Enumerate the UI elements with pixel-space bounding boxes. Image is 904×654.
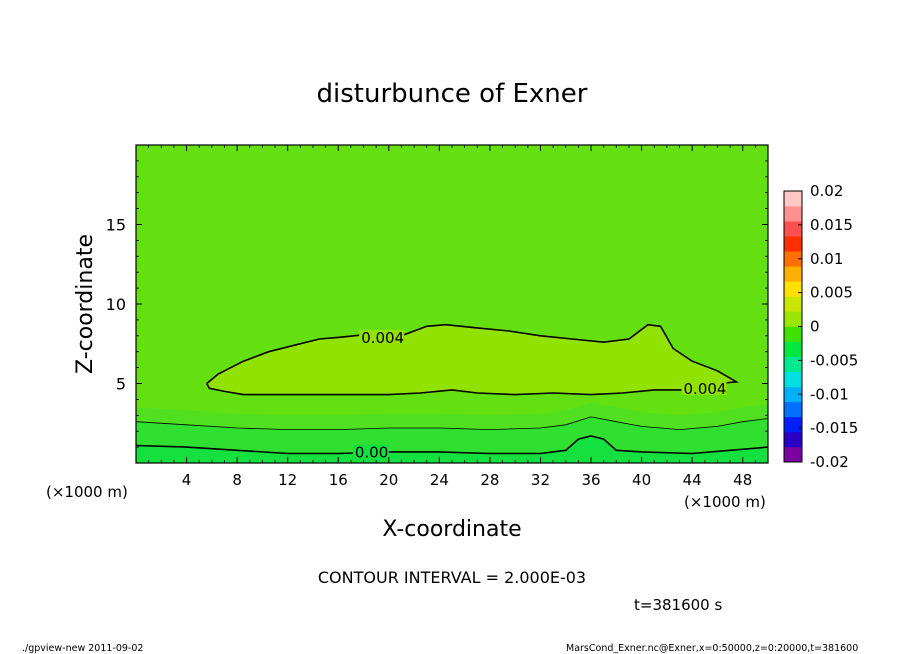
colorbar-swatch xyxy=(784,221,802,237)
colorbar-tick-label: -0.01 xyxy=(810,385,849,403)
y-tick-label: 10 xyxy=(106,295,126,314)
colorbar-tick-label: -0.02 xyxy=(810,453,849,471)
x-unit-label-left: (×1000 m) xyxy=(46,483,128,501)
contour-label: 0.00 xyxy=(355,443,388,461)
colorbar-swatch xyxy=(784,296,802,312)
colorbar-tick-label: 0 xyxy=(810,318,820,336)
colorbar-swatch xyxy=(784,341,802,357)
colorbar-swatch xyxy=(784,281,802,297)
plot-area: 0.004 0.004 0.00 xyxy=(135,144,769,464)
colorbar-swatch xyxy=(784,386,802,403)
x-tick-label: 48 xyxy=(733,471,752,489)
contour-label-bg xyxy=(359,329,405,344)
field-band-low-3 xyxy=(136,436,768,463)
footer-left: ./gpview-new 2011-09-02 xyxy=(22,643,143,654)
x-tick-label: 40 xyxy=(632,471,651,489)
colorbar-swatch xyxy=(784,191,802,207)
colorbar-swatch xyxy=(784,266,802,282)
footer-right: MarsCond_Exner.nc@Exner,x=0:50000,z=0:20… xyxy=(566,643,858,654)
y-tick-label: 15 xyxy=(106,216,126,235)
x-tick-label: 8 xyxy=(232,471,242,489)
x-tick-label: 4 xyxy=(182,471,192,489)
colorbar-swatch xyxy=(784,326,802,342)
x-tick-label: 28 xyxy=(480,471,499,489)
x-tick-label: 12 xyxy=(278,471,297,489)
y-axis-label: Z-coordinate xyxy=(73,234,98,374)
colorbar-swatch xyxy=(784,251,802,267)
x-axis-label: X-coordinate xyxy=(382,517,521,542)
contour-line-2 xyxy=(135,435,769,455)
x-axis-ticks: 4 8 12 16 20 24 28 32 36 40 44 48 xyxy=(148,145,756,489)
field-background xyxy=(136,145,768,463)
contour-label-bg xyxy=(681,380,727,395)
colorbar xyxy=(783,190,803,463)
time-label: t=381600 s xyxy=(634,596,722,614)
contour-label: 0.004 xyxy=(684,380,727,398)
x-tick-label: 24 xyxy=(430,471,449,489)
colorbar-tick-label: -0.015 xyxy=(810,419,858,437)
contour-interval-note: CONTOUR INTERVAL = 2.000E-03 xyxy=(318,568,586,587)
colorbar-swatch xyxy=(784,416,802,433)
y-tick-label: 5 xyxy=(116,375,126,394)
y-axis-ticks: 5 10 15 xyxy=(106,160,768,448)
x-unit-label-right: (×1000 m) xyxy=(684,493,766,511)
x-tick-label: 16 xyxy=(329,471,348,489)
colorbar-tick-label: -0.005 xyxy=(810,351,858,369)
chart-title: disturbunce of Exner xyxy=(317,79,588,109)
colorbar-tick-label: 0.005 xyxy=(810,284,853,302)
colorbar-tick-label: 0.01 xyxy=(810,250,843,268)
colorbar-swatch xyxy=(784,401,802,418)
colorbar-swatch xyxy=(784,311,802,327)
colorbar-swatch xyxy=(784,431,802,448)
colorbar-tick-label: 0.02 xyxy=(810,182,843,200)
contour-label-bg xyxy=(352,444,389,459)
x-tick-label: 32 xyxy=(531,471,550,489)
x-tick-label: 36 xyxy=(581,471,600,489)
colorbar-swatch xyxy=(784,236,802,252)
colorbar-ticks: 0.02 0.015 0.01 0.005 0 -0.005 -0.01 -0.015 -0.0… xyxy=(798,182,858,471)
colorbar-swatch xyxy=(784,206,802,222)
x-tick-label: 20 xyxy=(379,471,398,489)
colorbar-tick-label: 0.015 xyxy=(810,216,853,234)
x-tick-label: 44 xyxy=(683,471,702,489)
contour-lines: 0.004 0.004 0.00 xyxy=(135,323,769,461)
colorbar-swatch xyxy=(784,371,802,388)
colorbar-swatch xyxy=(784,446,802,463)
colorbar-swatch xyxy=(784,356,802,372)
contour-line-1 xyxy=(135,416,769,431)
contour-label: 0.004 xyxy=(361,329,404,347)
